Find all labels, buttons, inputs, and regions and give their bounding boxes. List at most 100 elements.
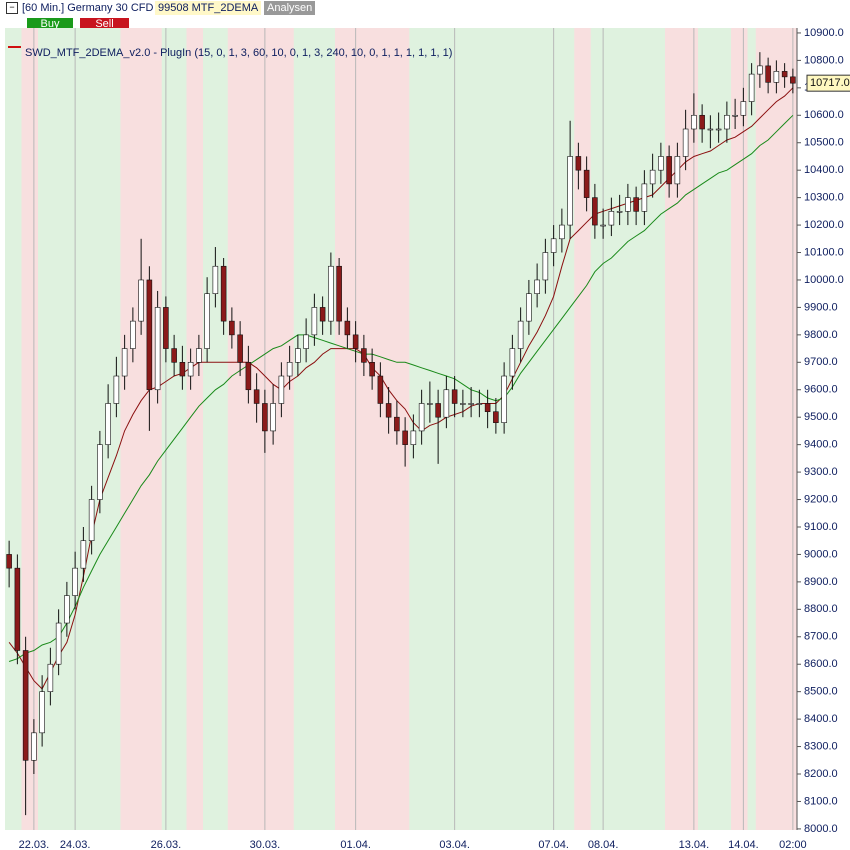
candle-body bbox=[658, 156, 664, 171]
signal-band bbox=[269, 28, 278, 830]
candle-body bbox=[55, 622, 62, 665]
y-tick-label: 9000.0 bbox=[804, 548, 838, 560]
buy-button[interactable]: Buy bbox=[27, 18, 73, 31]
signal-band bbox=[87, 28, 97, 830]
candle-body bbox=[781, 71, 788, 78]
signal-band bbox=[409, 28, 418, 830]
candle-body bbox=[707, 128, 714, 131]
candle-body bbox=[361, 348, 367, 363]
instrument: [60 Min.] Germany 30 CFD bbox=[22, 2, 154, 14]
candle-body bbox=[97, 444, 103, 500]
signal-band bbox=[120, 28, 130, 830]
signal-band bbox=[714, 28, 724, 830]
signal-band bbox=[343, 28, 352, 830]
candle-body bbox=[286, 362, 293, 377]
y-tick-label: 10900.0 bbox=[804, 27, 844, 39]
signal-band bbox=[359, 28, 369, 830]
y-tick-label: 9300.0 bbox=[804, 466, 838, 478]
candle-body bbox=[460, 403, 466, 405]
signal-band bbox=[755, 28, 765, 830]
candle-body bbox=[64, 595, 70, 624]
x-tick-label: 24.03. bbox=[60, 839, 91, 850]
signal-band bbox=[376, 28, 385, 830]
signal-band bbox=[153, 28, 163, 830]
signal-band bbox=[722, 28, 732, 830]
signal-band bbox=[392, 28, 402, 830]
candle-body bbox=[418, 403, 425, 432]
signal-band bbox=[293, 28, 303, 830]
y-tick-label: 8200.0 bbox=[804, 768, 838, 780]
candle-body bbox=[237, 334, 243, 363]
candle-body bbox=[204, 293, 210, 349]
candle-body bbox=[427, 403, 433, 405]
candle-body bbox=[468, 403, 474, 405]
candle-body bbox=[592, 197, 598, 226]
candle-body bbox=[105, 403, 111, 445]
signal-band bbox=[46, 28, 55, 830]
candle-body bbox=[22, 650, 29, 761]
signal-band bbox=[161, 28, 171, 830]
signal-band bbox=[574, 28, 583, 830]
analysen-button[interactable]: Analysen bbox=[264, 1, 316, 15]
candle-body bbox=[146, 279, 153, 391]
signal-band bbox=[772, 28, 781, 830]
signal-band bbox=[79, 28, 88, 830]
candle-body bbox=[47, 663, 54, 692]
y-tick-label: 9500.0 bbox=[804, 411, 838, 423]
x-tick-label: 26.03. bbox=[151, 839, 182, 850]
y-tick-label: 10100.0 bbox=[804, 246, 844, 258]
signal-band bbox=[62, 28, 72, 830]
candle-body bbox=[509, 348, 516, 377]
candle-body bbox=[212, 265, 219, 294]
signal-band bbox=[623, 28, 633, 830]
signal-band bbox=[442, 28, 451, 830]
x-tick-label: 02:00 bbox=[779, 839, 807, 850]
candle-body bbox=[443, 389, 450, 418]
y-tick-label: 10400.0 bbox=[804, 164, 844, 176]
candle-body bbox=[699, 114, 705, 130]
collapse-icon[interactable]: − bbox=[6, 2, 18, 14]
y-tick-label: 10600.0 bbox=[804, 109, 844, 121]
y-tick-label: 8900.0 bbox=[804, 576, 838, 588]
candle-body bbox=[484, 403, 491, 413]
sell-button[interactable]: Sell bbox=[80, 18, 129, 31]
candle-body bbox=[6, 554, 12, 569]
signal-band bbox=[203, 28, 212, 830]
signal-band bbox=[533, 28, 542, 830]
y-tick-label: 9400.0 bbox=[804, 439, 838, 451]
y-tick-label: 9600.0 bbox=[804, 384, 838, 396]
candle-body bbox=[336, 265, 342, 322]
signal-band bbox=[557, 28, 567, 830]
legend-swatch bbox=[8, 46, 21, 48]
candle-body bbox=[394, 416, 400, 432]
candle-body bbox=[550, 238, 557, 253]
indicator-line bbox=[8, 114, 794, 662]
candle-body bbox=[715, 128, 722, 131]
signal-band bbox=[739, 28, 748, 830]
candle-body bbox=[253, 389, 260, 404]
x-tick-label: 14.04. bbox=[728, 839, 759, 850]
candle-body bbox=[575, 156, 582, 171]
y-tick-label: 8400.0 bbox=[804, 713, 838, 725]
candle-body bbox=[220, 265, 227, 322]
signal-band bbox=[368, 28, 377, 830]
signal-band bbox=[541, 28, 550, 830]
candle-body bbox=[171, 348, 177, 363]
y-tick-label: 9100.0 bbox=[804, 521, 838, 533]
signal-band bbox=[384, 28, 394, 830]
signal-band bbox=[491, 28, 501, 830]
signal-band bbox=[302, 28, 311, 830]
signal-band bbox=[211, 28, 220, 830]
signal-band bbox=[170, 28, 179, 830]
candle-body bbox=[369, 362, 375, 377]
candle-body bbox=[616, 211, 623, 213]
candle-body bbox=[130, 320, 136, 349]
candle-body bbox=[476, 403, 483, 405]
candle-body bbox=[501, 375, 507, 423]
x-tick-label: 03.04. bbox=[439, 839, 470, 850]
candle-body bbox=[303, 334, 309, 349]
signal-band bbox=[615, 28, 625, 830]
candle-body bbox=[608, 211, 615, 226]
signal-band bbox=[516, 28, 526, 830]
